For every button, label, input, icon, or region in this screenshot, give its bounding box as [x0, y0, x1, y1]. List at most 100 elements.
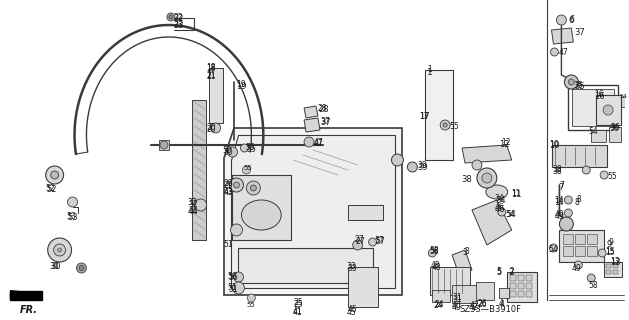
Text: SZ33—B3910F: SZ33—B3910F — [459, 305, 521, 314]
Text: 23: 23 — [174, 21, 184, 30]
Text: 47: 47 — [314, 138, 324, 147]
Text: 54: 54 — [506, 210, 516, 219]
Bar — [526, 283, 532, 289]
Text: 34: 34 — [495, 196, 506, 205]
Circle shape — [498, 208, 506, 216]
Text: 33: 33 — [347, 262, 357, 271]
Text: 2: 2 — [509, 267, 515, 276]
Text: 58: 58 — [429, 247, 439, 256]
Text: 15: 15 — [605, 247, 615, 256]
Text: 9: 9 — [608, 238, 613, 247]
Text: 25: 25 — [293, 298, 303, 307]
Bar — [509, 291, 516, 297]
Text: 52: 52 — [46, 184, 55, 193]
Circle shape — [160, 141, 168, 149]
Text: 14: 14 — [554, 198, 564, 207]
Text: 10: 10 — [550, 141, 560, 150]
Bar — [596, 95, 621, 125]
Bar — [569, 85, 618, 130]
Text: 27: 27 — [356, 237, 365, 246]
Text: 51: 51 — [228, 283, 237, 292]
Circle shape — [559, 217, 573, 231]
Text: 40: 40 — [452, 303, 462, 312]
Circle shape — [195, 199, 207, 211]
Text: 7: 7 — [559, 181, 564, 190]
Text: 57: 57 — [376, 237, 386, 246]
Text: 53: 53 — [67, 213, 78, 222]
Text: 8: 8 — [574, 198, 579, 207]
Text: 54: 54 — [507, 210, 516, 219]
Bar — [509, 283, 516, 289]
Text: 55: 55 — [243, 165, 252, 171]
Circle shape — [247, 294, 255, 302]
Text: 24: 24 — [433, 301, 443, 310]
Bar — [576, 234, 585, 244]
Polygon shape — [10, 293, 35, 298]
Text: 50: 50 — [223, 146, 232, 155]
Text: 47: 47 — [559, 48, 568, 57]
Text: 20: 20 — [207, 123, 216, 132]
Text: 48: 48 — [430, 261, 440, 270]
Circle shape — [477, 168, 497, 188]
Text: 26: 26 — [478, 300, 487, 309]
Text: 22: 22 — [174, 14, 184, 23]
Bar — [238, 248, 372, 283]
Circle shape — [250, 185, 257, 191]
Circle shape — [77, 263, 86, 273]
Bar — [564, 234, 573, 244]
Circle shape — [550, 48, 559, 56]
Polygon shape — [472, 200, 512, 245]
Circle shape — [79, 266, 84, 270]
Circle shape — [169, 15, 173, 19]
Text: 11: 11 — [511, 189, 520, 198]
Polygon shape — [462, 145, 512, 163]
Text: 55: 55 — [245, 143, 255, 152]
Bar — [591, 130, 606, 142]
Text: 45: 45 — [347, 308, 357, 317]
Text: 39: 39 — [417, 161, 427, 170]
Circle shape — [443, 123, 447, 127]
Circle shape — [48, 238, 72, 262]
Text: 12: 12 — [501, 138, 510, 147]
Text: 3: 3 — [464, 247, 469, 256]
Text: 56: 56 — [228, 272, 237, 281]
Text: 29: 29 — [223, 179, 233, 188]
Text: 30: 30 — [51, 262, 61, 271]
Circle shape — [482, 173, 492, 183]
Bar — [619, 97, 625, 107]
Circle shape — [51, 171, 58, 179]
Text: 38: 38 — [461, 175, 472, 184]
Bar — [518, 283, 524, 289]
Bar — [348, 267, 377, 307]
Text: 8: 8 — [576, 195, 581, 204]
Text: 21: 21 — [207, 71, 216, 80]
Circle shape — [582, 166, 590, 174]
Text: 46: 46 — [495, 205, 506, 214]
Circle shape — [240, 144, 248, 152]
Bar — [613, 264, 618, 268]
Circle shape — [603, 105, 613, 115]
Text: 58: 58 — [588, 281, 598, 290]
Text: 49: 49 — [571, 264, 581, 273]
Text: 10: 10 — [550, 140, 559, 149]
Text: 46: 46 — [495, 203, 504, 212]
Text: 7: 7 — [559, 183, 564, 192]
Bar — [604, 262, 622, 277]
Text: 31: 31 — [452, 295, 462, 304]
Polygon shape — [304, 118, 320, 132]
Text: 37: 37 — [320, 117, 330, 126]
Text: 27: 27 — [355, 235, 364, 244]
Text: 56: 56 — [228, 273, 238, 282]
Circle shape — [46, 166, 64, 184]
Bar — [348, 205, 382, 220]
Bar — [606, 264, 611, 268]
Circle shape — [211, 123, 221, 133]
Text: 35: 35 — [573, 81, 583, 90]
Circle shape — [600, 171, 608, 179]
Text: 23: 23 — [174, 20, 184, 29]
Bar — [552, 145, 607, 167]
Polygon shape — [223, 128, 403, 295]
Text: 19: 19 — [237, 80, 246, 89]
Text: 41: 41 — [293, 307, 303, 316]
Circle shape — [564, 75, 578, 89]
